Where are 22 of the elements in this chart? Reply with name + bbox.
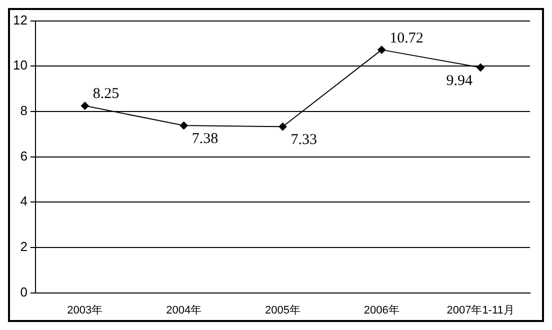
x-tick-label: 2005年 [264,304,300,316]
y-tick-label: 8 [20,103,28,118]
y-tick-label: 4 [20,194,28,209]
x-tick-label: 2007年1-11月 [446,304,514,316]
y-tick-label: 2 [20,239,28,254]
y-tick-label: 0 [20,284,28,300]
data-label: 7.38 [192,130,218,147]
point [180,122,188,130]
data-label: 9.94 [446,72,474,89]
x-tick-label: 2006年 [364,304,400,316]
y-tick-label: 6 [20,148,28,164]
x-tick-label: 2004年 [166,304,202,316]
point [378,46,386,54]
point [80,102,89,110]
y-tick-label: 12 [12,12,28,28]
y-tick-label: 10 [12,58,28,73]
data-label: 7.33 [290,132,317,148]
point [278,122,287,131]
data-label: 8.25 [92,86,120,102]
x-tick-label: 2003年 [67,304,103,316]
point [476,63,485,72]
data-label: 10.72 [390,30,424,46]
